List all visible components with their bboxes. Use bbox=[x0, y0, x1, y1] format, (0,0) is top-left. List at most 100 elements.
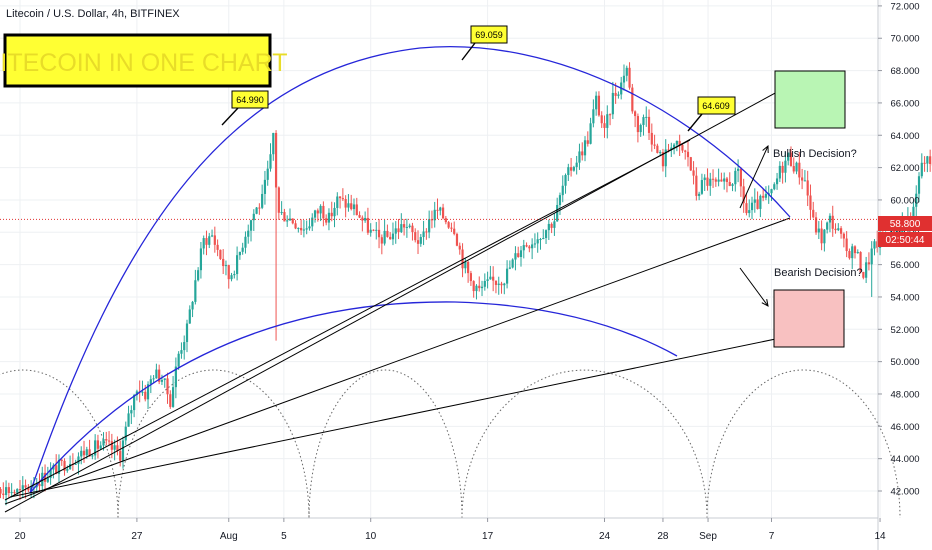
candle bbox=[525, 242, 528, 248]
candle-body bbox=[394, 228, 397, 234]
candle-body bbox=[517, 253, 520, 257]
candle bbox=[191, 300, 194, 318]
candle bbox=[859, 251, 862, 274]
candle bbox=[851, 243, 854, 270]
candle-body bbox=[372, 229, 375, 231]
candle-body bbox=[107, 440, 111, 442]
candle bbox=[297, 227, 300, 233]
drawing-tools bbox=[0, 46, 878, 513]
candle bbox=[478, 276, 481, 292]
candle-body bbox=[672, 144, 676, 148]
candle bbox=[210, 229, 214, 238]
candle-body bbox=[553, 221, 556, 228]
candle-body bbox=[441, 207, 445, 219]
candle-body bbox=[606, 114, 609, 128]
candle-body bbox=[49, 469, 52, 478]
candle bbox=[322, 201, 325, 227]
candle-body bbox=[149, 379, 152, 385]
x-tick-label: 27 bbox=[131, 531, 143, 542]
candle-body bbox=[27, 487, 30, 491]
candle-body bbox=[2, 493, 5, 495]
candle bbox=[853, 245, 857, 259]
candle bbox=[625, 65, 628, 82]
candle-body bbox=[773, 184, 776, 190]
candle-body bbox=[305, 228, 308, 230]
candle-body bbox=[483, 280, 486, 287]
candle-body bbox=[91, 455, 94, 457]
cycle-arc bbox=[0, 369, 119, 519]
candle-body bbox=[191, 301, 194, 310]
candle bbox=[759, 194, 762, 218]
candle-body bbox=[158, 369, 161, 382]
candle bbox=[247, 224, 250, 244]
candle bbox=[795, 161, 798, 175]
candle bbox=[116, 436, 119, 456]
candle-body bbox=[556, 204, 559, 222]
candle-body bbox=[364, 217, 367, 221]
candle bbox=[366, 207, 370, 235]
candle bbox=[698, 191, 701, 201]
candle-body bbox=[391, 233, 395, 240]
candle-body bbox=[469, 273, 472, 282]
candle bbox=[391, 222, 395, 246]
candle-body bbox=[525, 245, 528, 247]
candle bbox=[595, 91, 598, 116]
candle bbox=[57, 454, 61, 483]
candle-body bbox=[814, 217, 818, 233]
candle-body bbox=[853, 246, 857, 254]
candle-body bbox=[82, 450, 86, 456]
candle bbox=[475, 284, 478, 300]
candle-body bbox=[316, 210, 319, 214]
candle-body bbox=[110, 441, 113, 450]
candle-body bbox=[558, 195, 562, 205]
candle-body bbox=[7, 487, 10, 494]
candle-body bbox=[828, 215, 832, 223]
candle bbox=[831, 205, 834, 237]
candle bbox=[820, 220, 823, 251]
candle-body bbox=[514, 253, 517, 260]
candle-body bbox=[450, 227, 453, 229]
candle bbox=[920, 153, 923, 179]
candle bbox=[703, 174, 706, 191]
candle-body bbox=[533, 243, 537, 245]
candle-body bbox=[405, 226, 408, 228]
candle-body bbox=[350, 203, 353, 210]
candle-body bbox=[823, 229, 826, 244]
candle bbox=[350, 194, 353, 211]
candle-body bbox=[135, 391, 138, 396]
candle bbox=[586, 131, 589, 147]
candle-body bbox=[564, 175, 567, 186]
candle-body bbox=[174, 366, 177, 388]
candle-body bbox=[18, 489, 22, 491]
candle-body bbox=[756, 199, 759, 209]
candle bbox=[96, 434, 100, 459]
candle-body bbox=[723, 178, 726, 182]
candle-body bbox=[486, 279, 489, 281]
candle-body bbox=[55, 465, 58, 474]
candle-body bbox=[177, 353, 180, 367]
candle-body bbox=[277, 187, 280, 213]
candle-body bbox=[645, 116, 648, 118]
candle bbox=[422, 220, 425, 246]
candle bbox=[258, 203, 261, 215]
candle-body bbox=[497, 283, 500, 285]
candle bbox=[341, 188, 344, 202]
candle bbox=[483, 273, 486, 291]
candle-body bbox=[831, 215, 834, 229]
candle-body bbox=[842, 233, 845, 239]
candle bbox=[302, 220, 305, 238]
y-tick-label: 48.000 bbox=[890, 389, 919, 400]
y-tick-label: 56.000 bbox=[890, 260, 919, 271]
candle-body bbox=[383, 230, 386, 244]
candle-body bbox=[575, 162, 578, 168]
candle-body bbox=[739, 168, 742, 187]
candle-body bbox=[300, 227, 303, 231]
candle-body bbox=[377, 229, 381, 238]
candle bbox=[745, 194, 748, 216]
candle bbox=[870, 241, 873, 297]
candle-body bbox=[892, 227, 896, 236]
candle bbox=[244, 231, 247, 254]
candle bbox=[18, 479, 22, 500]
candle bbox=[653, 134, 656, 150]
